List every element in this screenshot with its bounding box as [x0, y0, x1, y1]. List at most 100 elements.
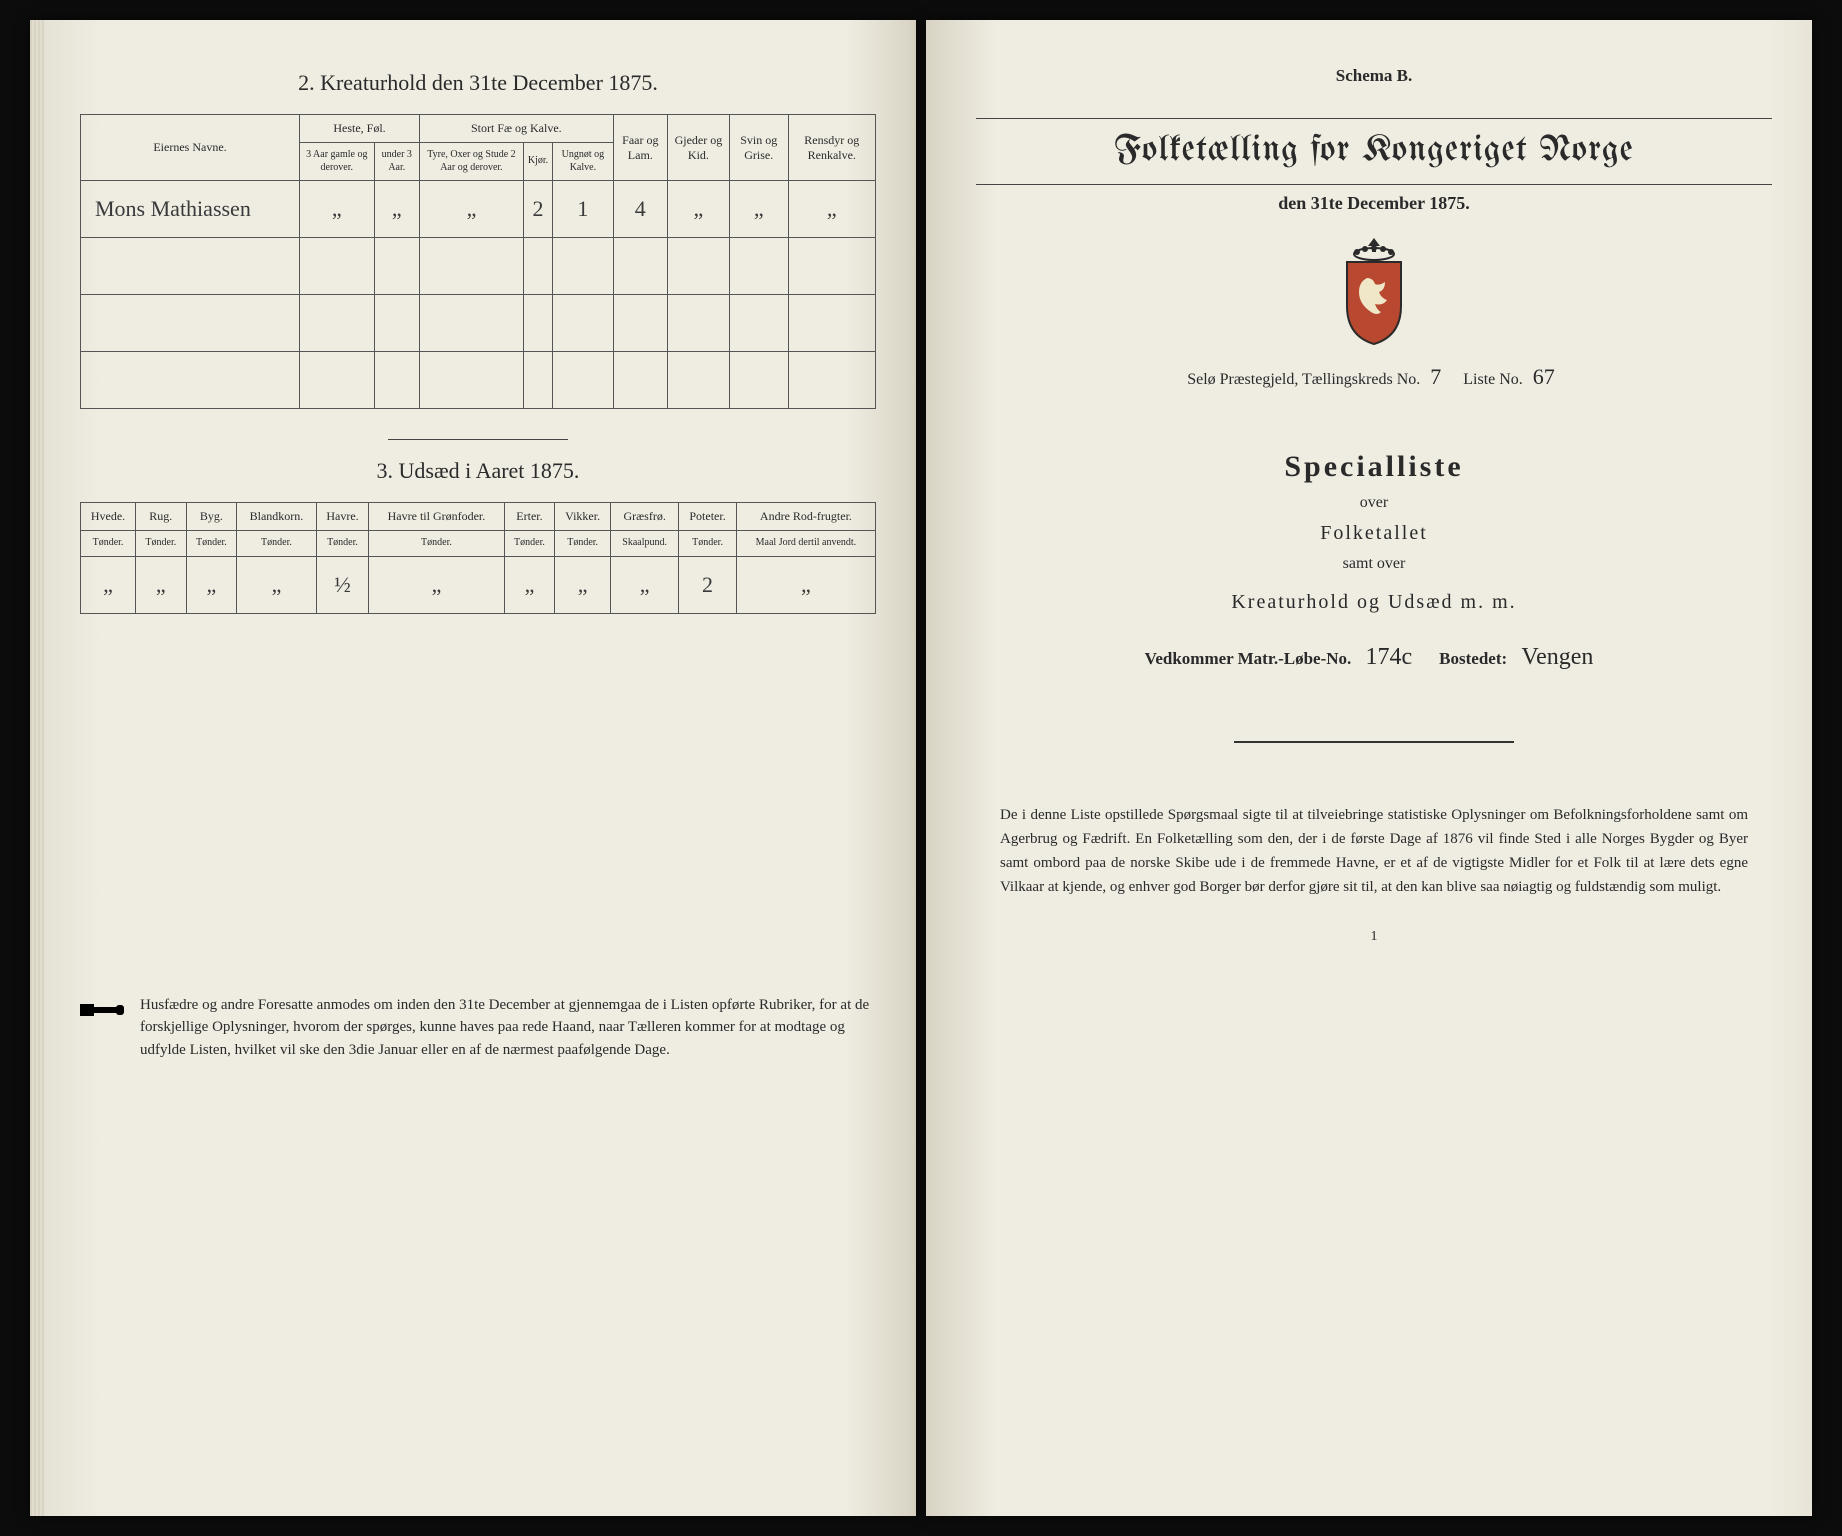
sheet-number: 1 — [976, 929, 1772, 945]
seed-col: Poteter. — [679, 503, 737, 531]
value-cell — [420, 238, 524, 295]
seed-unit: Tønder. — [136, 531, 187, 557]
divider-rule — [388, 439, 568, 440]
sub-s2: Kjør. — [523, 143, 552, 181]
value-cell — [788, 352, 875, 409]
bottom-paragraph: De i denne Liste opstillede Spørgsmaal s… — [976, 803, 1772, 899]
group-heste: Heste, Føl. — [300, 115, 420, 143]
matr-line: Vedkommer Matr.-Løbe-No. 174c Bostedet: … — [976, 644, 1772, 671]
value-cell — [553, 352, 613, 409]
seed-value: „ — [736, 556, 875, 613]
samt-label: samt over — [976, 555, 1772, 573]
seed-value: „ — [369, 556, 504, 613]
seed-unit: Tønder. — [316, 531, 368, 557]
value-cell — [667, 238, 729, 295]
value-cell — [374, 238, 419, 295]
seed-value: „ — [504, 556, 555, 613]
value-cell — [729, 352, 788, 409]
seed-value: „ — [237, 556, 317, 613]
liste-no: 67 — [1527, 364, 1561, 389]
group-stort: Stort Fæ og Kalve. — [420, 115, 614, 143]
value-cell — [613, 295, 667, 352]
folketallet: Folketallet — [976, 522, 1772, 545]
owner-cell — [81, 352, 300, 409]
divider-rule-long — [1234, 741, 1514, 743]
table-row — [81, 238, 876, 295]
matr-label: Vedkommer Matr.-Løbe-No. — [1145, 649, 1352, 668]
kreds-line: Selø Præstegjeld, Tællingskreds No. 7 Li… — [976, 364, 1772, 390]
page-stack-edge — [30, 20, 44, 1516]
col-svin: Svin og Grise. — [729, 115, 788, 181]
seed-value: „ — [136, 556, 187, 613]
value-cell: „ — [729, 181, 788, 238]
liste-label: Liste No. — [1463, 371, 1523, 388]
seed-value: „ — [611, 556, 679, 613]
seed-value: 2 — [679, 556, 737, 613]
value-cell — [420, 352, 524, 409]
seed-col: Hvede. — [81, 503, 136, 531]
seed-table: Hvede.Rug.Byg.Blandkorn.Havre.Havre til … — [80, 502, 876, 614]
seed-col: Andre Rod-frugter. — [736, 503, 875, 531]
seed-unit: Tønder. — [81, 531, 136, 557]
main-title: Folketælling for Kongeriget Norge — [976, 118, 1772, 185]
seed-value: ½ — [316, 556, 368, 613]
bostedet-value: Vengen — [1511, 644, 1603, 670]
value-cell — [667, 295, 729, 352]
seed-unit: Tønder. — [555, 531, 611, 557]
col-owner: Eiernes Navne. — [81, 115, 300, 181]
value-cell — [523, 295, 552, 352]
seed-col: Rug. — [136, 503, 187, 531]
value-cell — [553, 238, 613, 295]
value-cell — [374, 295, 419, 352]
seed-unit: Tønder. — [369, 531, 504, 557]
value-cell — [788, 295, 875, 352]
kreds-prefix: Selø Præstegjeld, Tællingskreds No. — [1187, 371, 1420, 388]
value-cell — [788, 238, 875, 295]
value-cell — [613, 352, 667, 409]
kreds-no: 7 — [1424, 364, 1447, 389]
bostedet-label: Bostedet: — [1439, 649, 1507, 668]
seed-col: Byg. — [186, 503, 237, 531]
value-cell — [300, 295, 375, 352]
col-faar: Faar og Lam. — [613, 115, 667, 181]
value-cell: „ — [667, 181, 729, 238]
seed-value: „ — [186, 556, 237, 613]
value-cell — [374, 352, 419, 409]
coat-of-arms-icon — [1329, 236, 1419, 346]
seed-col: Vikker. — [555, 503, 611, 531]
seed-value: „ — [555, 556, 611, 613]
seed-unit: Tønder. — [679, 531, 737, 557]
sub-s3: Ungnøt og Kalve. — [553, 143, 613, 181]
seed-col: Græsfrø. — [611, 503, 679, 531]
seed-value: „ — [81, 556, 136, 613]
section2-title: 2. Kreaturhold den 31te December 1875. — [80, 70, 876, 96]
table-row — [81, 295, 876, 352]
value-cell — [667, 352, 729, 409]
value-cell: 1 — [553, 181, 613, 238]
left-page: 2. Kreaturhold den 31te December 1875. E… — [30, 20, 916, 1516]
table-row: Mons Mathiassen„„„214„„„ — [81, 181, 876, 238]
value-cell: „ — [420, 181, 524, 238]
value-cell — [300, 238, 375, 295]
seed-unit: Tønder. — [186, 531, 237, 557]
seed-unit: Skaalpund. — [611, 531, 679, 557]
matr-no: 174c — [1356, 644, 1423, 670]
value-cell: 4 — [613, 181, 667, 238]
value-cell — [300, 352, 375, 409]
seed-col: Havre. — [316, 503, 368, 531]
seed-col: Erter. — [504, 503, 555, 531]
section3-title: 3. Udsæd i Aaret 1875. — [80, 458, 876, 484]
scan-frame: 2. Kreaturhold den 31te December 1875. E… — [0, 0, 1842, 1536]
value-cell: „ — [374, 181, 419, 238]
footnote-block: Husfædre og andre Foresatte anmodes om i… — [80, 994, 876, 1062]
special-title: Specialliste — [976, 450, 1772, 484]
seed-col: Havre til Grønfoder. — [369, 503, 504, 531]
livestock-table: Eiernes Navne. Heste, Føl. Stort Fæ og K… — [80, 114, 876, 409]
value-cell — [420, 295, 524, 352]
value-cell — [729, 295, 788, 352]
owner-cell: Mons Mathiassen — [81, 181, 300, 238]
over-label: over — [976, 494, 1772, 512]
owner-cell — [81, 238, 300, 295]
value-cell: 2 — [523, 181, 552, 238]
sub-h2: under 3 Aar. — [374, 143, 419, 181]
